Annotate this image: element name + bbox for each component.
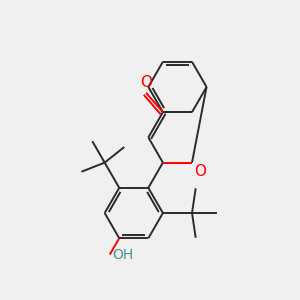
Text: O: O: [140, 75, 152, 90]
Text: OH: OH: [112, 248, 134, 262]
Text: O: O: [194, 164, 206, 179]
